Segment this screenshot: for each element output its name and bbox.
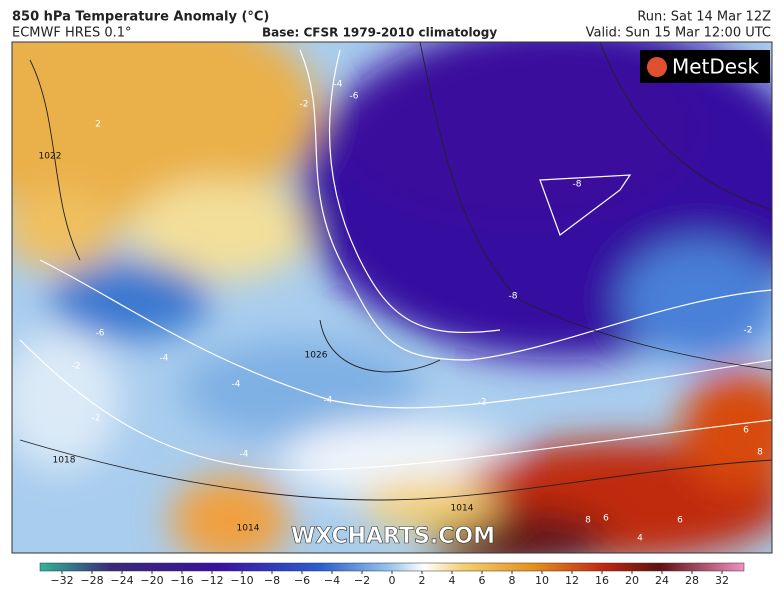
contour-label: -6 <box>96 329 105 339</box>
base: Base: CFSR 1979-2010 climatology <box>262 26 497 40</box>
colorbar-tick-label: 28 <box>685 574 699 587</box>
contour-label: 8 <box>757 448 763 458</box>
contour-label: 8 <box>585 516 591 526</box>
contour-label: 1018 <box>53 456 76 466</box>
contour-label: 6 <box>603 514 609 524</box>
contour-label: 1022 <box>39 152 62 162</box>
title: 850 hPa Temperature Anomaly (°C) <box>12 10 269 25</box>
contour-label: -2 <box>72 362 81 372</box>
contour-label: 6 <box>677 516 683 526</box>
logo: MetDesk <box>672 55 760 79</box>
colorbar-tick-label: −16 <box>170 574 193 587</box>
run: Run: Sat 14 Mar 12Z <box>637 10 771 25</box>
contour-label: 2 <box>95 120 101 130</box>
colorbar-tick-label: −8 <box>264 574 280 587</box>
contour-label: -4 <box>232 380 241 390</box>
contour-label: -2 <box>744 326 753 336</box>
contour-labels: -4 -6 -2 -8 -8 -6 -4 -2 -4 -4 -2 -2 -4 1026 1022 1018 10… <box>39 80 764 544</box>
colorbar-tick-label: 24 <box>655 574 669 587</box>
colorbar-tick-label: −24 <box>110 574 133 587</box>
colorbar-tick-label: −10 <box>230 574 253 587</box>
isotherms <box>19 49 772 471</box>
contour-label: -2 <box>478 398 487 408</box>
contour-label: -8 <box>573 180 582 190</box>
model: ECMWF HRES 0.1° <box>12 26 132 41</box>
contour-label: 4 <box>637 534 643 544</box>
colorbar-tick-label: −32 <box>50 574 73 587</box>
contour-label: -2 <box>300 100 309 110</box>
colorbar-tick-label: 10 <box>535 574 549 587</box>
colorbar-tick-label: −2 <box>354 574 370 587</box>
colorbar-tick-label: 12 <box>565 574 579 587</box>
anomaly-field <box>12 42 772 553</box>
contour-label: 1014 <box>451 504 474 514</box>
contour-label: -8 <box>509 292 518 302</box>
contour-label: -4 <box>160 354 169 364</box>
contour-label: 1014 <box>237 524 260 534</box>
colorbar-tick-label: −12 <box>200 574 223 587</box>
contour-label: -4 <box>240 450 249 460</box>
colorbar-tick-label: −4 <box>324 574 340 587</box>
map: MetDesk WXCHARTS.COM -4-6-2-8-8-6-4-2-4-… <box>12 42 772 553</box>
colorbar-tick-label: 2 <box>419 574 426 587</box>
map-frame <box>11 41 773 554</box>
colorbar-tick-label: 0 <box>389 574 396 587</box>
contour-label: -2 <box>92 414 101 424</box>
colorbar-tick-label: −20 <box>140 574 163 587</box>
colorbar-tick-label: 16 <box>595 574 609 587</box>
contour-label: 6 <box>743 426 749 436</box>
colorbar-tick-label: 20 <box>625 574 639 587</box>
contour-label: 1026 <box>305 351 328 361</box>
watermark: WXCHARTS.COM <box>291 524 495 549</box>
colorbar-tick-label: 8 <box>509 574 516 587</box>
colorbar-ticks: −32 −28 −24 −20 −16 −12 −10 −8 −6 −4 −2 0 2 4 6 8 10 12 16… <box>50 571 729 587</box>
contour-label: -4 <box>324 396 333 406</box>
colorbar-tick-label: −28 <box>80 574 103 587</box>
contour-label: -4 <box>334 80 343 90</box>
colorbar <box>39 562 745 572</box>
colorbar-tick-label: −6 <box>294 574 310 587</box>
isobars <box>19 42 772 501</box>
colorbar-tick-label: 4 <box>449 574 456 587</box>
valid: Valid: Sun 15 Mar 12:00 UTC <box>586 26 771 41</box>
logo-icon <box>647 57 667 77</box>
colorbar-tick-label: 32 <box>715 574 729 587</box>
contour-label: -6 <box>350 92 359 102</box>
colorbar-tick-label: 6 <box>479 574 486 587</box>
